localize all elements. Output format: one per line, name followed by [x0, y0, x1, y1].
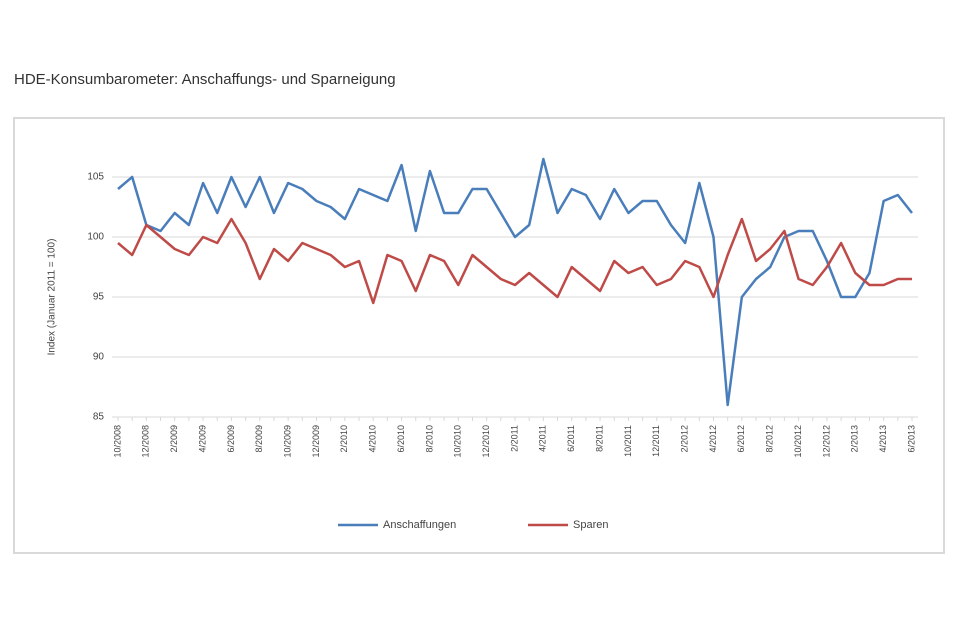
x-tick-label: 6/2012 [736, 425, 746, 453]
x-tick-label: 12/2010 [481, 425, 491, 458]
y-tick-label: 100 [87, 232, 104, 243]
x-tick-label: 8/2012 [765, 425, 775, 453]
x-tick-label: 10/2008 [112, 425, 122, 458]
x-tick-label: 6/2009 [226, 425, 236, 453]
x-tick-label: 2/2012 [680, 425, 690, 453]
x-tick-label: 4/2011 [538, 425, 548, 452]
x-tick-label: 2/2013 [850, 425, 860, 453]
line [117, 157, 913, 407]
x-tick-label: 8/2011 [594, 425, 604, 452]
line [117, 217, 912, 305]
y-tick-label: 90 [93, 352, 105, 363]
x-tick-label: 2/2010 [339, 425, 349, 453]
x-tick-label: 12/2012 [821, 425, 831, 458]
y-tick-label: 95 [93, 292, 105, 303]
x-tick-label: 4/2012 [708, 425, 718, 453]
x-tick-label: 2/2011 [509, 425, 519, 452]
x-tick-label: 10/2012 [793, 425, 803, 458]
x-tick-label: 12/2009 [311, 425, 321, 458]
x-tick-label: 4/2009 [197, 425, 207, 453]
x-tick-label: 10/2011 [623, 425, 633, 457]
x-tick-label: 10/2010 [453, 425, 463, 458]
x-tick-label: 10/2009 [283, 425, 293, 458]
x-tick-label: 6/2011 [566, 425, 576, 452]
x-tick-label: 12/2011 [651, 425, 661, 457]
chart-title: HDE-Konsumbarometer: Anschaffungs- und S… [14, 71, 396, 88]
x-tick-label: 8/2009 [254, 425, 264, 453]
y-axis-label: Index (Januar 2011 = 100) [47, 239, 58, 356]
y-tick-label: 105 [87, 172, 104, 183]
x-tick-label: 8/2010 [424, 425, 434, 453]
x-tick-label: 12/2008 [141, 425, 151, 458]
x-tick-label: 6/2010 [396, 425, 406, 453]
chart-frame [13, 117, 945, 554]
x-tick-label: 2/2009 [169, 425, 179, 453]
x-tick-label: 4/2013 [878, 425, 888, 453]
legend-label: Sparen [573, 519, 608, 531]
legend-label: Anschaffungen [383, 519, 456, 531]
x-tick-label: 4/2010 [368, 425, 378, 453]
y-tick-label: 85 [93, 412, 105, 423]
x-tick-label: 6/2013 [906, 425, 916, 453]
